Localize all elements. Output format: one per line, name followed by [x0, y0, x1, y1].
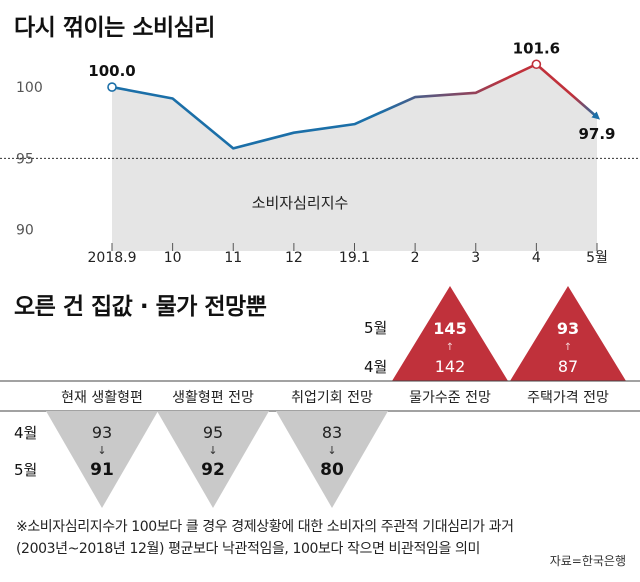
series-line: [111, 62, 601, 150]
data-label: 101.6: [513, 39, 560, 57]
footnote-line-2: (2003년~2018년 12월) 평균보다 낙관적임을, 100보다 작으면 …: [16, 541, 480, 557]
down-arrow: ↓: [208, 444, 217, 457]
x-tick-label: 2018.9: [88, 250, 137, 266]
x-tick-label: 4: [532, 250, 541, 266]
row-label-may-bottom: 5월: [14, 461, 37, 479]
category-label: 생활형편 전망: [172, 390, 254, 406]
up-arrow: ↑: [446, 342, 454, 353]
subchart-title: 오른 건 집값 · 물가 전망뿐: [14, 294, 267, 320]
april-value: 95: [203, 423, 223, 442]
y-tick-label: 100: [16, 80, 43, 96]
y-tick-label: 95: [16, 151, 34, 167]
footnote-line-1: ※소비자심리지수가 100보다 클 경우 경제상황에 대한 소비자의 주관적 기…: [16, 519, 514, 535]
row-label-april-top: 4월: [364, 358, 387, 376]
x-tick-label: 12: [285, 250, 303, 266]
april-value: 142: [435, 357, 466, 376]
down-arrow: ↓: [327, 444, 336, 457]
may-value: 145: [433, 319, 466, 338]
may-value: 92: [201, 460, 225, 480]
category-label: 취업기회 전망: [291, 390, 373, 406]
data-label: 100.0: [88, 62, 135, 80]
x-tick-label: 11: [224, 250, 242, 266]
data-label: 97.9: [578, 125, 615, 143]
row-label-may-top: 5월: [364, 319, 387, 337]
x-tick-label: 5월: [586, 250, 608, 266]
data-point-marker: [107, 82, 117, 92]
y-tick-label: 90: [16, 223, 34, 239]
line-chart: 100 95 90 2018.9 10 11 12 19.1 2 3 4 5월 소비자심리지수 100.0…: [0, 39, 640, 266]
up-arrow: ↑: [564, 342, 572, 353]
april-value: 93: [92, 423, 112, 442]
series-label: 소비자심리지수: [252, 194, 349, 212]
rising-triangle: [392, 286, 508, 381]
category-label: 현재 생활형편: [61, 390, 143, 406]
area-fill: [112, 64, 597, 252]
falling-triangle: [276, 411, 388, 508]
x-tick-label: 3: [471, 250, 480, 266]
falling-triangle: [157, 411, 269, 508]
row-label-april-bottom: 4월: [14, 424, 37, 442]
may-value: 80: [320, 460, 344, 480]
category-label: 주택가격 전망: [527, 390, 609, 406]
x-tick-label: 2: [411, 250, 420, 266]
down-arrow: ↓: [97, 444, 106, 457]
chart-title: 다시 꺾이는 소비심리: [14, 15, 215, 41]
x-tick-label: 19.1: [339, 250, 370, 266]
may-value: 91: [90, 460, 114, 480]
category-label: 물가수준 전망: [409, 390, 491, 406]
may-value: 93: [557, 319, 579, 338]
april-value: 83: [322, 423, 342, 442]
falling-triangle: [46, 411, 158, 508]
x-tick-label: 10: [164, 250, 182, 266]
rising-triangle: [510, 286, 626, 381]
april-value: 87: [558, 357, 578, 376]
source-credit: 자료=한국은행: [549, 554, 626, 568]
data-point-marker: [531, 59, 542, 70]
